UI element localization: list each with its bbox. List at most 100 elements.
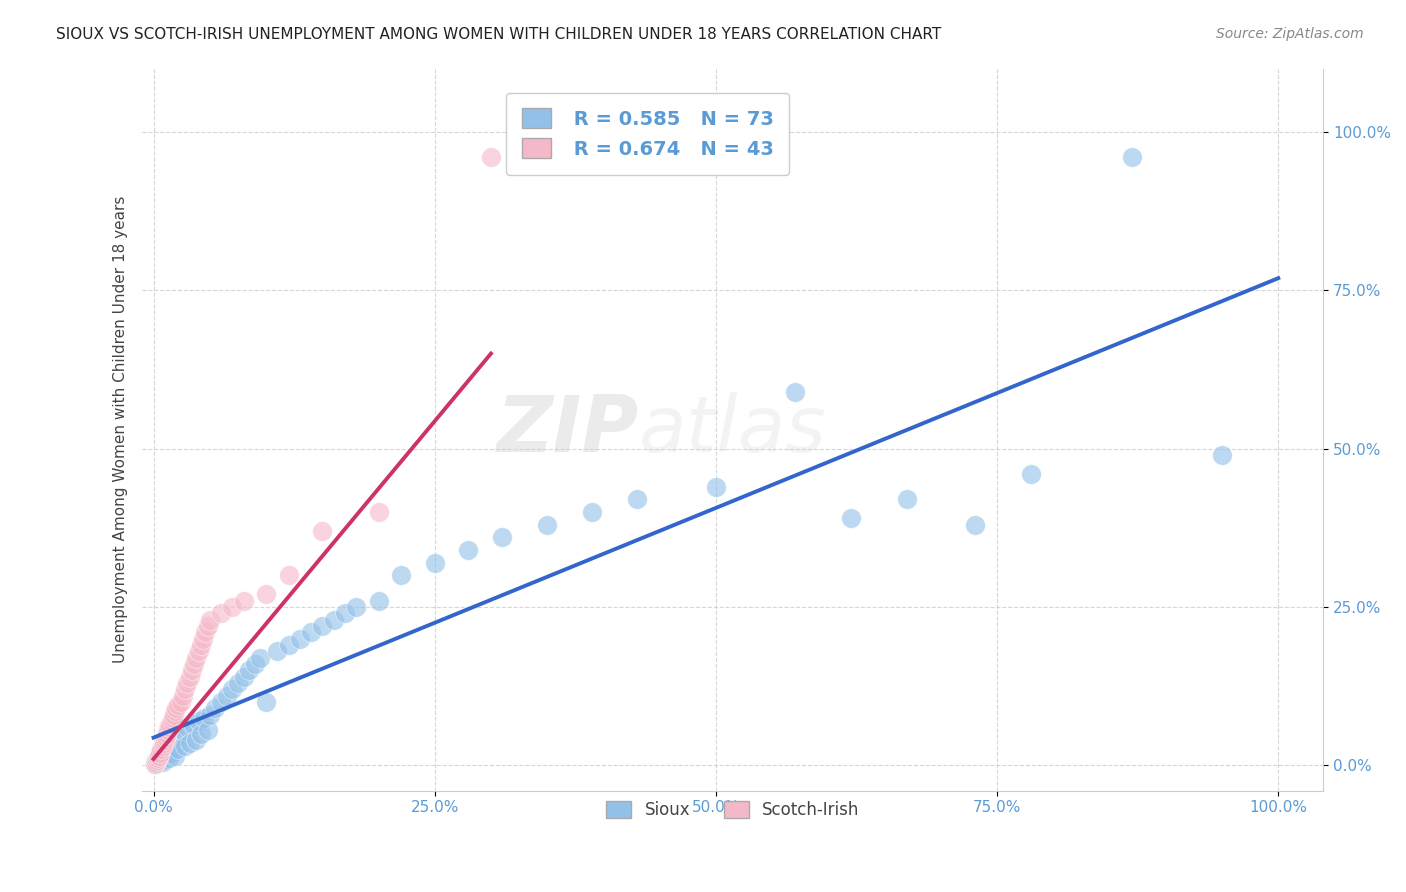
Point: [311, 524, 333, 538]
Point: [581, 505, 603, 519]
Point: [174, 682, 197, 697]
Point: [162, 711, 184, 725]
Point: [157, 720, 180, 734]
Point: [163, 733, 186, 747]
Point: [174, 739, 197, 754]
Point: [156, 726, 179, 740]
Point: [160, 714, 183, 728]
Point: [198, 613, 221, 627]
Point: [367, 593, 389, 607]
Point: [183, 657, 205, 671]
Point: [145, 756, 167, 771]
Point: [209, 695, 232, 709]
Point: [160, 746, 183, 760]
Point: [266, 644, 288, 658]
Point: [176, 676, 198, 690]
Point: [423, 556, 446, 570]
Point: [277, 568, 299, 582]
Y-axis label: Unemployment Among Women with Children Under 18 years: Unemployment Among Women with Children U…: [114, 196, 128, 664]
Point: [333, 606, 356, 620]
Point: [159, 717, 181, 731]
Point: [191, 632, 214, 646]
Point: [143, 757, 166, 772]
Point: [148, 748, 170, 763]
Point: [299, 625, 322, 640]
Point: [226, 676, 249, 690]
Point: [783, 384, 806, 399]
Point: [1211, 448, 1233, 462]
Point: [155, 742, 177, 756]
Point: [146, 755, 169, 769]
Point: [155, 730, 177, 744]
Point: [704, 479, 727, 493]
Point: [190, 726, 212, 740]
Point: [186, 733, 208, 747]
Point: [180, 663, 202, 677]
Point: [157, 723, 180, 738]
Text: ZIP: ZIP: [496, 392, 638, 467]
Point: [311, 619, 333, 633]
Point: [159, 736, 181, 750]
Point: [457, 542, 479, 557]
Point: [179, 736, 201, 750]
Point: [896, 492, 918, 507]
Point: [232, 593, 254, 607]
Point: [238, 663, 260, 677]
Point: [839, 511, 862, 525]
Point: [146, 752, 169, 766]
Point: [197, 619, 219, 633]
Point: [146, 750, 169, 764]
Point: [187, 644, 209, 658]
Point: [277, 638, 299, 652]
Point: [190, 638, 212, 652]
Point: [169, 695, 191, 709]
Point: [232, 670, 254, 684]
Point: [254, 695, 277, 709]
Point: [254, 587, 277, 601]
Point: [143, 755, 166, 769]
Point: [243, 657, 266, 671]
Point: [148, 753, 170, 767]
Point: [249, 650, 271, 665]
Point: [167, 742, 190, 756]
Point: [367, 505, 389, 519]
Point: [146, 750, 169, 764]
Point: [536, 517, 558, 532]
Point: [148, 748, 170, 763]
Point: [1121, 150, 1143, 164]
Point: [181, 717, 204, 731]
Point: [165, 730, 187, 744]
Point: [163, 748, 186, 763]
Point: [152, 736, 174, 750]
Point: [146, 753, 169, 767]
Point: [193, 711, 215, 725]
Point: [152, 748, 174, 763]
Point: [288, 632, 311, 646]
Point: [491, 530, 513, 544]
Point: [150, 742, 173, 756]
Point: [172, 689, 194, 703]
Point: [344, 599, 367, 614]
Point: [186, 650, 208, 665]
Point: [153, 733, 176, 747]
Point: [157, 739, 180, 754]
Point: [479, 150, 502, 164]
Point: [170, 723, 193, 738]
Point: [157, 750, 180, 764]
Text: Source: ZipAtlas.com: Source: ZipAtlas.com: [1216, 27, 1364, 41]
Point: [149, 746, 172, 760]
Point: [221, 599, 243, 614]
Point: [1019, 467, 1042, 481]
Point: [187, 714, 209, 728]
Point: [179, 670, 201, 684]
Point: [153, 744, 176, 758]
Point: [626, 492, 648, 507]
Point: [209, 606, 232, 620]
Point: [145, 753, 167, 767]
Point: [153, 753, 176, 767]
Point: [176, 720, 198, 734]
Point: [221, 682, 243, 697]
Legend: Sioux, Scotch-Irish: Sioux, Scotch-Irish: [599, 794, 866, 826]
Point: [322, 613, 344, 627]
Point: [963, 517, 986, 532]
